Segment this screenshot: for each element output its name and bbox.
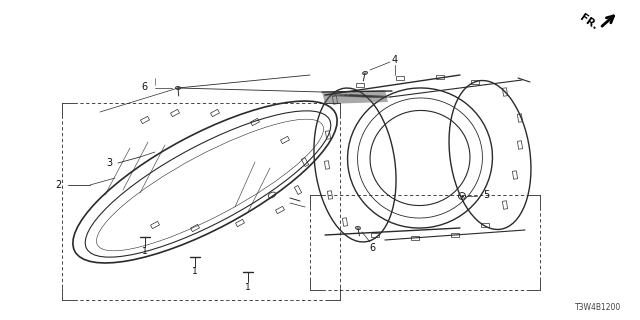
Text: 1: 1 <box>192 268 198 276</box>
Bar <box>356 83 364 87</box>
Bar <box>502 201 508 209</box>
Text: 5: 5 <box>483 190 489 200</box>
Bar <box>481 223 489 227</box>
Text: T3W4B1200: T3W4B1200 <box>575 302 621 311</box>
Text: 3: 3 <box>106 158 112 168</box>
Bar <box>518 114 522 122</box>
Text: 2: 2 <box>56 180 62 190</box>
Ellipse shape <box>356 227 360 229</box>
Ellipse shape <box>362 71 367 75</box>
Polygon shape <box>322 90 388 104</box>
Bar <box>502 88 508 96</box>
Bar <box>324 161 330 169</box>
Bar <box>211 109 220 117</box>
Bar <box>280 136 289 144</box>
Bar <box>396 76 404 80</box>
Bar <box>371 233 379 237</box>
Bar <box>332 96 337 104</box>
Bar <box>326 131 330 139</box>
Bar <box>150 221 159 229</box>
Bar <box>301 157 308 166</box>
Bar <box>471 80 479 84</box>
Text: FR.: FR. <box>578 12 600 32</box>
Bar <box>236 219 244 227</box>
Bar <box>513 171 518 179</box>
Bar <box>451 233 459 237</box>
Text: 4: 4 <box>392 55 398 65</box>
Bar <box>170 109 179 117</box>
Text: 1: 1 <box>142 247 148 257</box>
Text: 6: 6 <box>142 82 148 92</box>
Bar <box>411 236 419 240</box>
Bar <box>276 206 284 214</box>
Text: 6: 6 <box>369 243 375 253</box>
Bar <box>342 218 348 226</box>
Bar <box>191 224 200 232</box>
Text: 1: 1 <box>245 283 251 292</box>
Bar <box>518 141 522 149</box>
Bar <box>141 116 150 124</box>
Bar <box>328 191 333 199</box>
Bar <box>250 118 259 126</box>
Bar <box>294 186 301 195</box>
Bar <box>436 75 444 79</box>
Ellipse shape <box>175 86 180 90</box>
